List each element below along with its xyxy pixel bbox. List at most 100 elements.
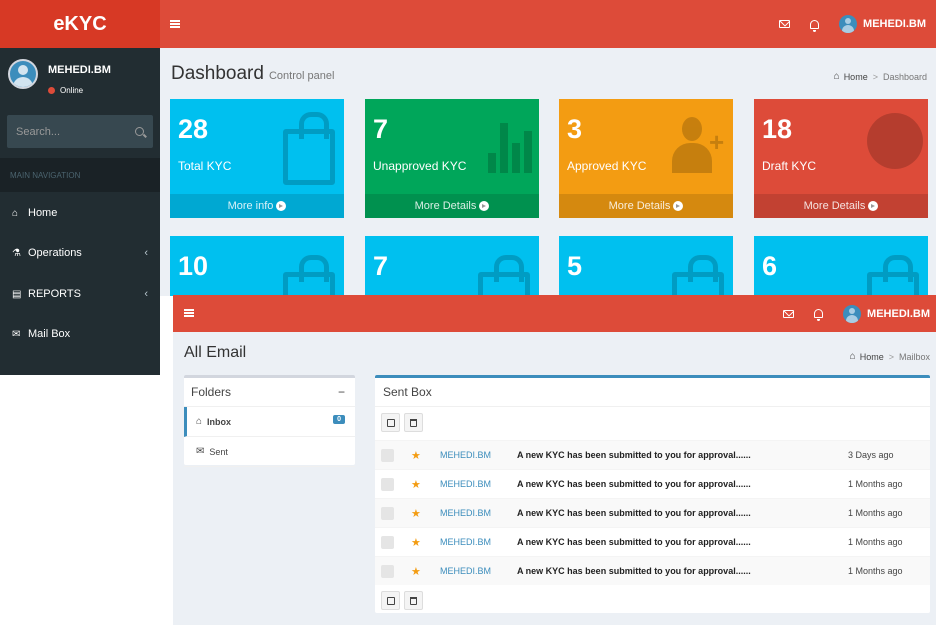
flask-icon: ⚗ <box>12 247 21 259</box>
sidebar-user-name: MEHEDI.BM <box>48 64 111 76</box>
notifications-button[interactable] <box>814 309 824 321</box>
stat-number: 28 <box>178 114 209 144</box>
sidebar-search-input[interactable]: Search... <box>7 115 153 148</box>
delete-button[interactable] <box>404 413 423 432</box>
stat-number: 5 <box>567 251 583 281</box>
stat-box-approved-kyc: 3 Approved KYC + More Details <box>559 99 733 218</box>
envelope-icon: ✉ <box>12 328 21 340</box>
sidebar: MEHEDI.BM Online Search... MAIN NAVIGATI… <box>0 48 160 375</box>
sent-box-panel: Sent Box ★ MEHEDI.BM A new KYC has been … <box>375 375 930 613</box>
select-all-button[interactable] <box>381 413 400 432</box>
user-panel: MEHEDI.BM Online <box>0 48 160 105</box>
folder-inbox[interactable]: ⌂ Inbox 0 <box>184 407 355 437</box>
square-icon <box>386 418 395 427</box>
more-details-link[interactable]: More Details <box>559 194 733 218</box>
mail-date: 3 Days ago <box>848 450 894 460</box>
dashboard-icon: ⌂ <box>833 71 840 82</box>
mail-subject[interactable]: A new KYC has been submitted to you for … <box>517 566 751 576</box>
shopping-bag-icon <box>283 112 335 185</box>
mail-subject[interactable]: A new KYC has been submitted to you for … <box>517 508 751 518</box>
sidebar-item-home[interactable]: ⌂ Home <box>0 193 160 233</box>
breadcrumb: ⌂ Home > Mailbox <box>849 351 930 362</box>
arrow-circle-right-icon <box>868 201 879 211</box>
top-navbar: MEHEDI.BM <box>160 0 936 48</box>
row-checkbox[interactable] <box>381 535 394 549</box>
status-dot-icon <box>48 87 55 94</box>
row-checkbox[interactable] <box>381 477 394 491</box>
stat-number: 10 <box>178 251 209 281</box>
stat-box-row2-4: 6 <box>754 236 928 296</box>
stat-number: 18 <box>762 114 793 144</box>
sidebar-toggle-icon[interactable] <box>184 309 194 317</box>
stat-box-total-kyc: 28 Total KYC More info <box>170 99 344 218</box>
user-name: MEHEDI.BM <box>867 307 930 320</box>
delete-button[interactable] <box>404 591 423 610</box>
row-checkbox[interactable] <box>381 564 394 578</box>
row-checkbox[interactable] <box>381 506 394 520</box>
pie-chart-icon <box>867 113 923 169</box>
status-label: Online <box>60 86 84 95</box>
collapse-button[interactable]: − <box>337 385 345 399</box>
messages-button[interactable] <box>783 309 795 318</box>
breadcrumb-home[interactable]: Home <box>843 71 868 82</box>
mail-from[interactable]: MEHEDI.BM <box>440 450 492 460</box>
mail-from[interactable]: MEHEDI.BM <box>440 479 492 489</box>
sidebar-item-mailbox[interactable]: ✉ Mail Box <box>0 314 160 354</box>
sidebar-item-label: Home <box>28 207 58 219</box>
stat-label: Unapproved KYC <box>373 159 467 173</box>
avatar <box>839 15 858 33</box>
select-all-button[interactable] <box>381 591 400 610</box>
search-icon[interactable] <box>135 127 144 136</box>
more-details-link[interactable]: More Details <box>754 194 928 218</box>
sidebar-toggle-icon[interactable] <box>170 20 180 28</box>
shopping-bag-icon <box>283 255 335 296</box>
app-logo[interactable]: eKYC <box>0 0 160 48</box>
breadcrumb: ⌂ Home > Dashboard <box>833 71 927 82</box>
stat-box-draft-kyc: 18 Draft KYC More Details <box>754 99 928 218</box>
star-icon[interactable]: ★ <box>411 565 421 578</box>
mail-subject[interactable]: A new KYC has been submitted to you for … <box>517 479 751 489</box>
sidebar-item-operations[interactable]: ⚗ Operations ‹ <box>0 233 160 273</box>
mail-from[interactable]: MEHEDI.BM <box>440 537 492 547</box>
trash-icon <box>410 596 417 605</box>
more-details-link[interactable]: More Details <box>365 194 539 218</box>
mail-subject[interactable]: A new KYC has been submitted to you for … <box>517 537 751 547</box>
stat-box-row2-1: 10 <box>170 236 344 296</box>
shopping-bag-icon <box>478 255 530 296</box>
arrow-circle-right-icon <box>673 201 684 211</box>
mail-from[interactable]: MEHEDI.BM <box>440 566 492 576</box>
user-menu[interactable]: MEHEDI.BM <box>839 15 926 33</box>
mail-row[interactable]: ★ MEHEDI.BM A new KYC has been submitted… <box>375 440 930 469</box>
star-icon[interactable]: ★ <box>411 449 421 462</box>
more-info-link[interactable]: More info <box>170 194 344 218</box>
star-icon[interactable]: ★ <box>411 478 421 491</box>
notifications-button[interactable] <box>810 19 820 32</box>
star-icon[interactable]: ★ <box>411 536 421 549</box>
folders-header: Folders − <box>184 378 355 407</box>
mail-from[interactable]: MEHEDI.BM <box>440 508 492 518</box>
report-icon: ▤ <box>12 288 22 300</box>
inbox-icon: ⌂ <box>196 416 203 427</box>
folder-label: Inbox <box>207 416 232 427</box>
envelope-icon: ✉ <box>196 446 205 457</box>
mail-toolbar-bottom <box>381 591 423 610</box>
sidebar-item-reports[interactable]: ▤ REPORTS ‹ <box>0 274 160 314</box>
user-menu[interactable]: MEHEDI.BM <box>843 304 930 323</box>
search-placeholder: Search... <box>16 125 61 138</box>
mail-row[interactable]: ★ MEHEDI.BM A new KYC has been submitted… <box>375 469 930 498</box>
sent-box-header: Sent Box <box>375 378 930 407</box>
row-checkbox[interactable] <box>381 448 394 462</box>
messages-button[interactable] <box>779 20 791 28</box>
mail-row[interactable]: ★ MEHEDI.BM A new KYC has been submitted… <box>375 498 930 527</box>
folder-label: Sent <box>209 446 228 457</box>
star-icon[interactable]: ★ <box>411 507 421 520</box>
mail-toolbar-top <box>381 413 423 432</box>
folder-sent[interactable]: ✉ Sent <box>184 437 355 467</box>
stat-label: Draft KYC <box>762 159 817 173</box>
mail-subject[interactable]: A new KYC has been submitted to you for … <box>517 450 751 460</box>
breadcrumb-home[interactable]: Home <box>859 351 884 362</box>
mail-row[interactable]: ★ MEHEDI.BM A new KYC has been submitted… <box>375 527 930 556</box>
mail-row[interactable]: ★ MEHEDI.BM A new KYC has been submitted… <box>375 556 930 585</box>
stat-number: 3 <box>567 114 583 144</box>
page-subtitle: Control panel <box>268 70 335 82</box>
